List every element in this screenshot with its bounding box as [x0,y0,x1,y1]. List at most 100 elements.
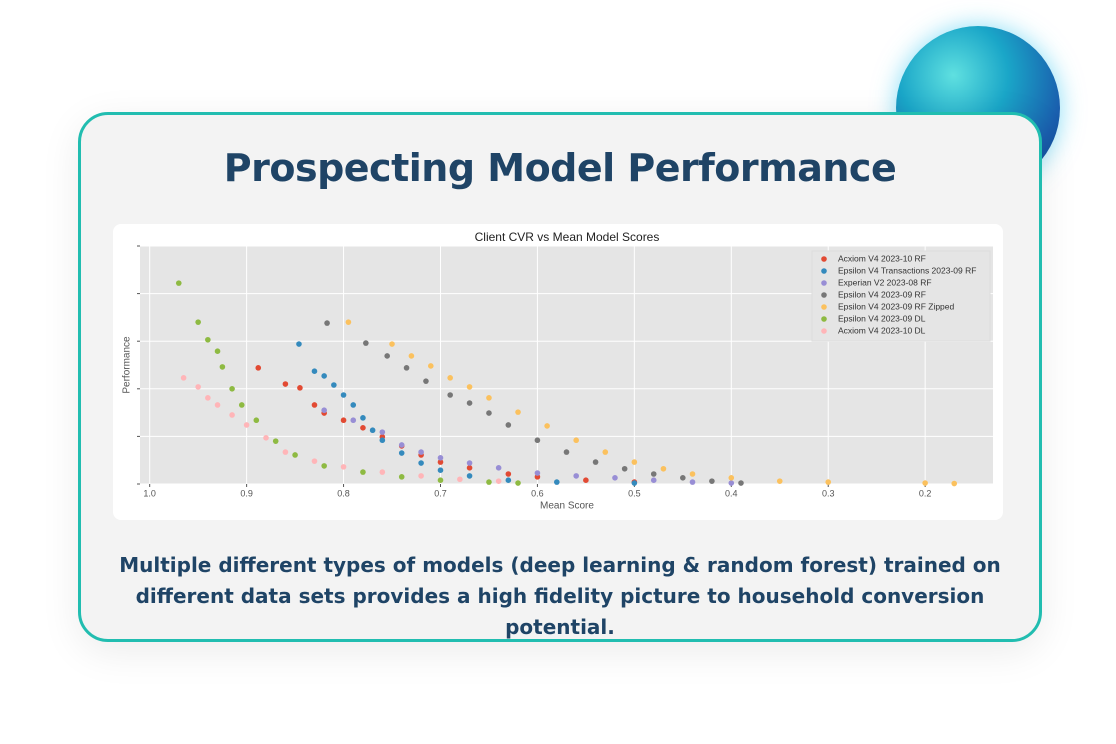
scatter-point [350,402,357,408]
x-tick-label: 0.5 [628,488,641,498]
scatter-point [369,427,376,434]
legend-marker [821,304,827,310]
scatter-point [238,402,245,408]
scatter-point [195,319,201,325]
scatter-point [272,438,279,444]
scatter-point [709,478,715,484]
scatter-point [229,412,235,418]
scatter-point [340,392,347,398]
scatter-point [738,480,744,486]
scatter-point [466,465,473,471]
scatter-point [408,353,415,359]
scatter-point [219,364,226,370]
scatter-point [243,422,250,428]
x-tick-label: 0.7 [434,488,447,498]
scatter-point [180,375,187,381]
scatter-point [505,422,512,428]
scatter-point [418,473,424,479]
caption-line: different data sets provides a high fide… [135,584,985,639]
legend-marker [821,256,827,262]
scatter-point [583,477,589,483]
x-axis-label: Mean Score [540,501,594,512]
scatter-point [573,437,579,444]
scatter-point [282,449,289,455]
caption: Multiple different types of models (deep… [78,550,1042,643]
scatter-point [447,392,453,398]
scatter-point [423,378,429,384]
x-tick-label: 0.9 [240,488,253,498]
scatter-point [689,479,696,485]
scatter-point [486,479,492,485]
scatter-point [229,386,235,392]
scatter-point [398,450,405,456]
scatter-point [311,368,318,374]
legend-marker [821,316,827,322]
scatter-point [363,340,369,346]
scatter-point [427,363,434,369]
scatter-point [563,449,570,455]
scatter-point [205,395,211,401]
scatter-point [360,469,366,475]
legend-label: Epsilon V4 2023-09 RF [838,289,926,299]
scatter-point [447,375,453,381]
legend-label: Epsilon V4 2023-09 DL [838,313,926,323]
scatter-point [689,471,696,477]
scatter-point [554,479,560,485]
scatter-point [486,410,492,416]
legend-label: Epsilon V4 2023-09 RF Zipped [838,301,955,311]
scatter-point [660,465,667,472]
scatter-point [360,425,366,431]
scatter-point [340,464,347,470]
scatter-point [195,384,201,390]
scatter-point [486,395,492,401]
scatter-point [398,474,405,480]
scatter-point [175,280,182,286]
scatter-point [728,480,735,486]
scatter-point [728,475,735,481]
scatter-point [680,475,686,481]
scatter-point [321,463,327,469]
scatter-point [534,437,541,444]
scatter-point [437,467,444,473]
scatter-point [515,409,521,415]
scatter-point [379,469,386,475]
scatter-point [324,320,330,326]
scatter-point [311,458,318,464]
scatter-point [418,460,424,466]
legend-label: Acxiom V4 2023-10 RF [838,253,926,263]
scatter-point [350,417,357,424]
scatter-point [331,382,337,388]
scatter-point [495,478,502,484]
scatter-point [534,470,541,476]
scatter-point [297,385,303,391]
scatter-point [403,365,410,371]
page-title: Prospecting Model Performance [223,146,897,190]
scatter-point [825,479,832,485]
legend-label: Experian V2 2023-08 RF [838,277,932,287]
scatter-point [505,477,512,483]
scatter-point [466,460,473,466]
x-tick-label: 0.3 [822,488,835,498]
scatter-point [592,459,599,465]
scatter-point [389,341,395,347]
scatter-point [345,319,352,325]
y-axis-label: Performance [122,336,133,394]
x-tick-label: 0.2 [919,488,932,498]
scatter-point [384,353,390,359]
scatter-point [621,465,628,472]
scatter-point [457,476,463,483]
scatter-point [631,459,638,465]
scatter-point [505,471,512,477]
scatter-point [573,473,579,479]
scatter-point [602,449,609,455]
legend-marker [821,328,827,334]
caption-line: Multiple different types of models (deep… [119,553,1001,577]
scatter-point [263,435,269,441]
legend-label: Epsilon V4 Transactions 2023-09 RF [838,265,976,275]
x-tick-label: 0.8 [337,488,350,498]
legend-marker [821,268,827,274]
scatter-point [214,402,221,408]
scatter-point [255,365,262,371]
